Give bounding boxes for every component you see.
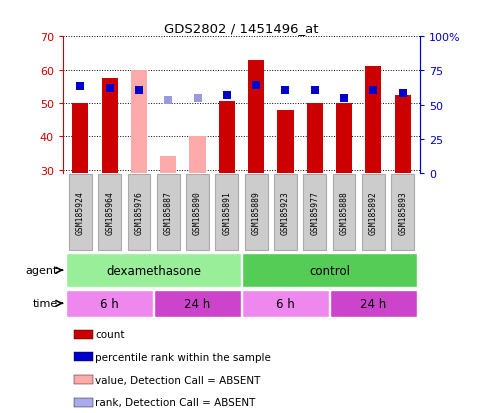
Bar	[307, 104, 323, 173]
Text: 24 h: 24 h	[360, 297, 386, 310]
FancyBboxPatch shape	[66, 290, 153, 317]
FancyBboxPatch shape	[303, 175, 326, 250]
FancyBboxPatch shape	[128, 175, 150, 250]
Text: dexamethasone: dexamethasone	[106, 264, 201, 277]
Bar	[72, 104, 88, 173]
FancyBboxPatch shape	[66, 254, 241, 287]
Text: value, Detection Call = ABSENT: value, Detection Call = ABSENT	[95, 375, 260, 385]
Bar	[131, 70, 147, 173]
Text: rank, Detection Call = ABSENT: rank, Detection Call = ABSENT	[95, 398, 256, 408]
FancyBboxPatch shape	[154, 290, 241, 317]
Text: GSM185891: GSM185891	[222, 191, 231, 235]
Text: control: control	[309, 264, 350, 277]
FancyBboxPatch shape	[245, 175, 268, 250]
Text: 24 h: 24 h	[185, 297, 211, 310]
Text: GSM185890: GSM185890	[193, 191, 202, 235]
Bar	[336, 104, 352, 173]
Bar	[365, 67, 382, 173]
Bar	[219, 102, 235, 173]
Text: GSM185924: GSM185924	[76, 191, 85, 235]
Bar	[160, 157, 176, 173]
Text: 6 h: 6 h	[276, 297, 295, 310]
FancyBboxPatch shape	[157, 175, 180, 250]
Bar	[73, 398, 93, 407]
Bar	[189, 137, 206, 173]
Text: GSM185887: GSM185887	[164, 191, 173, 235]
FancyBboxPatch shape	[362, 175, 385, 250]
Bar	[73, 330, 93, 339]
Bar	[248, 60, 264, 173]
Bar	[73, 353, 93, 362]
Text: GSM185888: GSM185888	[340, 191, 349, 235]
FancyBboxPatch shape	[242, 254, 417, 287]
Text: GSM185892: GSM185892	[369, 191, 378, 235]
Text: GSM185964: GSM185964	[105, 191, 114, 235]
FancyBboxPatch shape	[215, 175, 238, 250]
Text: GSM185977: GSM185977	[310, 191, 319, 235]
Text: percentile rank within the sample: percentile rank within the sample	[95, 352, 271, 362]
FancyBboxPatch shape	[333, 175, 355, 250]
FancyBboxPatch shape	[330, 290, 417, 317]
Bar	[277, 110, 294, 173]
FancyBboxPatch shape	[242, 290, 329, 317]
Text: agent: agent	[26, 266, 58, 275]
FancyBboxPatch shape	[69, 175, 92, 250]
Text: time: time	[33, 299, 58, 309]
Bar	[395, 95, 411, 173]
Text: GSM185893: GSM185893	[398, 191, 407, 235]
Text: GSM185889: GSM185889	[252, 191, 261, 235]
Bar	[73, 375, 93, 385]
FancyBboxPatch shape	[98, 175, 121, 250]
FancyBboxPatch shape	[186, 175, 209, 250]
Text: count: count	[95, 330, 125, 339]
Text: GSM185976: GSM185976	[134, 191, 143, 235]
Text: 6 h: 6 h	[100, 297, 119, 310]
FancyBboxPatch shape	[274, 175, 297, 250]
Bar	[101, 79, 118, 173]
FancyBboxPatch shape	[391, 175, 414, 250]
Text: GDS2802 / 1451496_at: GDS2802 / 1451496_at	[164, 22, 319, 35]
Text: GSM185923: GSM185923	[281, 191, 290, 235]
